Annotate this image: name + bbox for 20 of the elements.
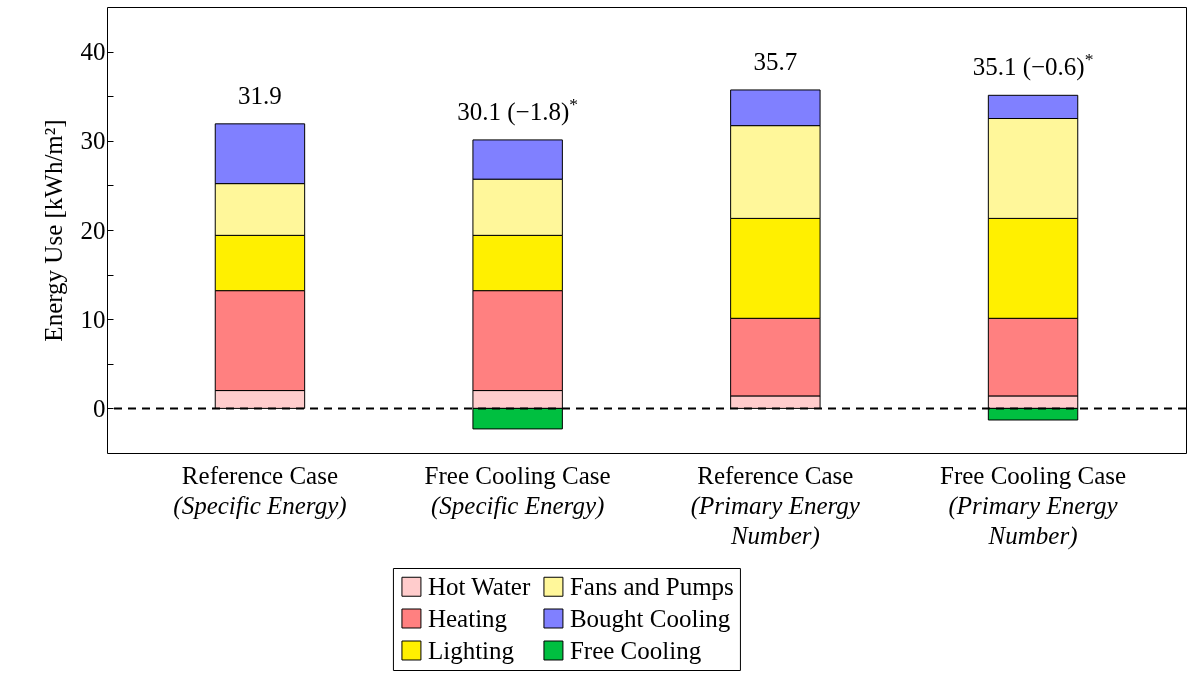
x-tick-label: Reference Case (Specific Energy) (173, 461, 347, 520)
y-tick-label: 10 (80, 305, 106, 333)
y-tick-label: 20 (80, 216, 106, 244)
x-tick-label: Free Cooling Case (Primary Energy Number) (940, 461, 1127, 550)
legend-label: Fans and Pumps (569, 572, 734, 600)
legend-label: Bought Cooling (569, 604, 731, 632)
y-axis-title: Energy Use [kWh/m²] (39, 119, 67, 342)
total-label: 35.7 (753, 47, 798, 75)
y-tick-label: 30 (80, 127, 106, 155)
y-tick-label: 0 (93, 394, 106, 422)
legend-label: Hot Water (427, 572, 531, 600)
x-tick-label: Free Cooling Case (Specific Energy) (424, 461, 611, 520)
legend-label: Free Cooling (569, 636, 702, 664)
total-label: 31.9 (238, 81, 282, 109)
y-tick-label: 40 (80, 38, 106, 66)
x-tick-label: Reference Case (Primary Energy Number) (690, 461, 861, 550)
total-label: 30.1 (−1.8)$^{*}$ (457, 93, 579, 126)
legend-label: Lighting (427, 636, 515, 664)
total-label: 35.1 (−0.6)$^{*}$ (972, 49, 1094, 82)
legend-label: Heating (427, 604, 508, 632)
